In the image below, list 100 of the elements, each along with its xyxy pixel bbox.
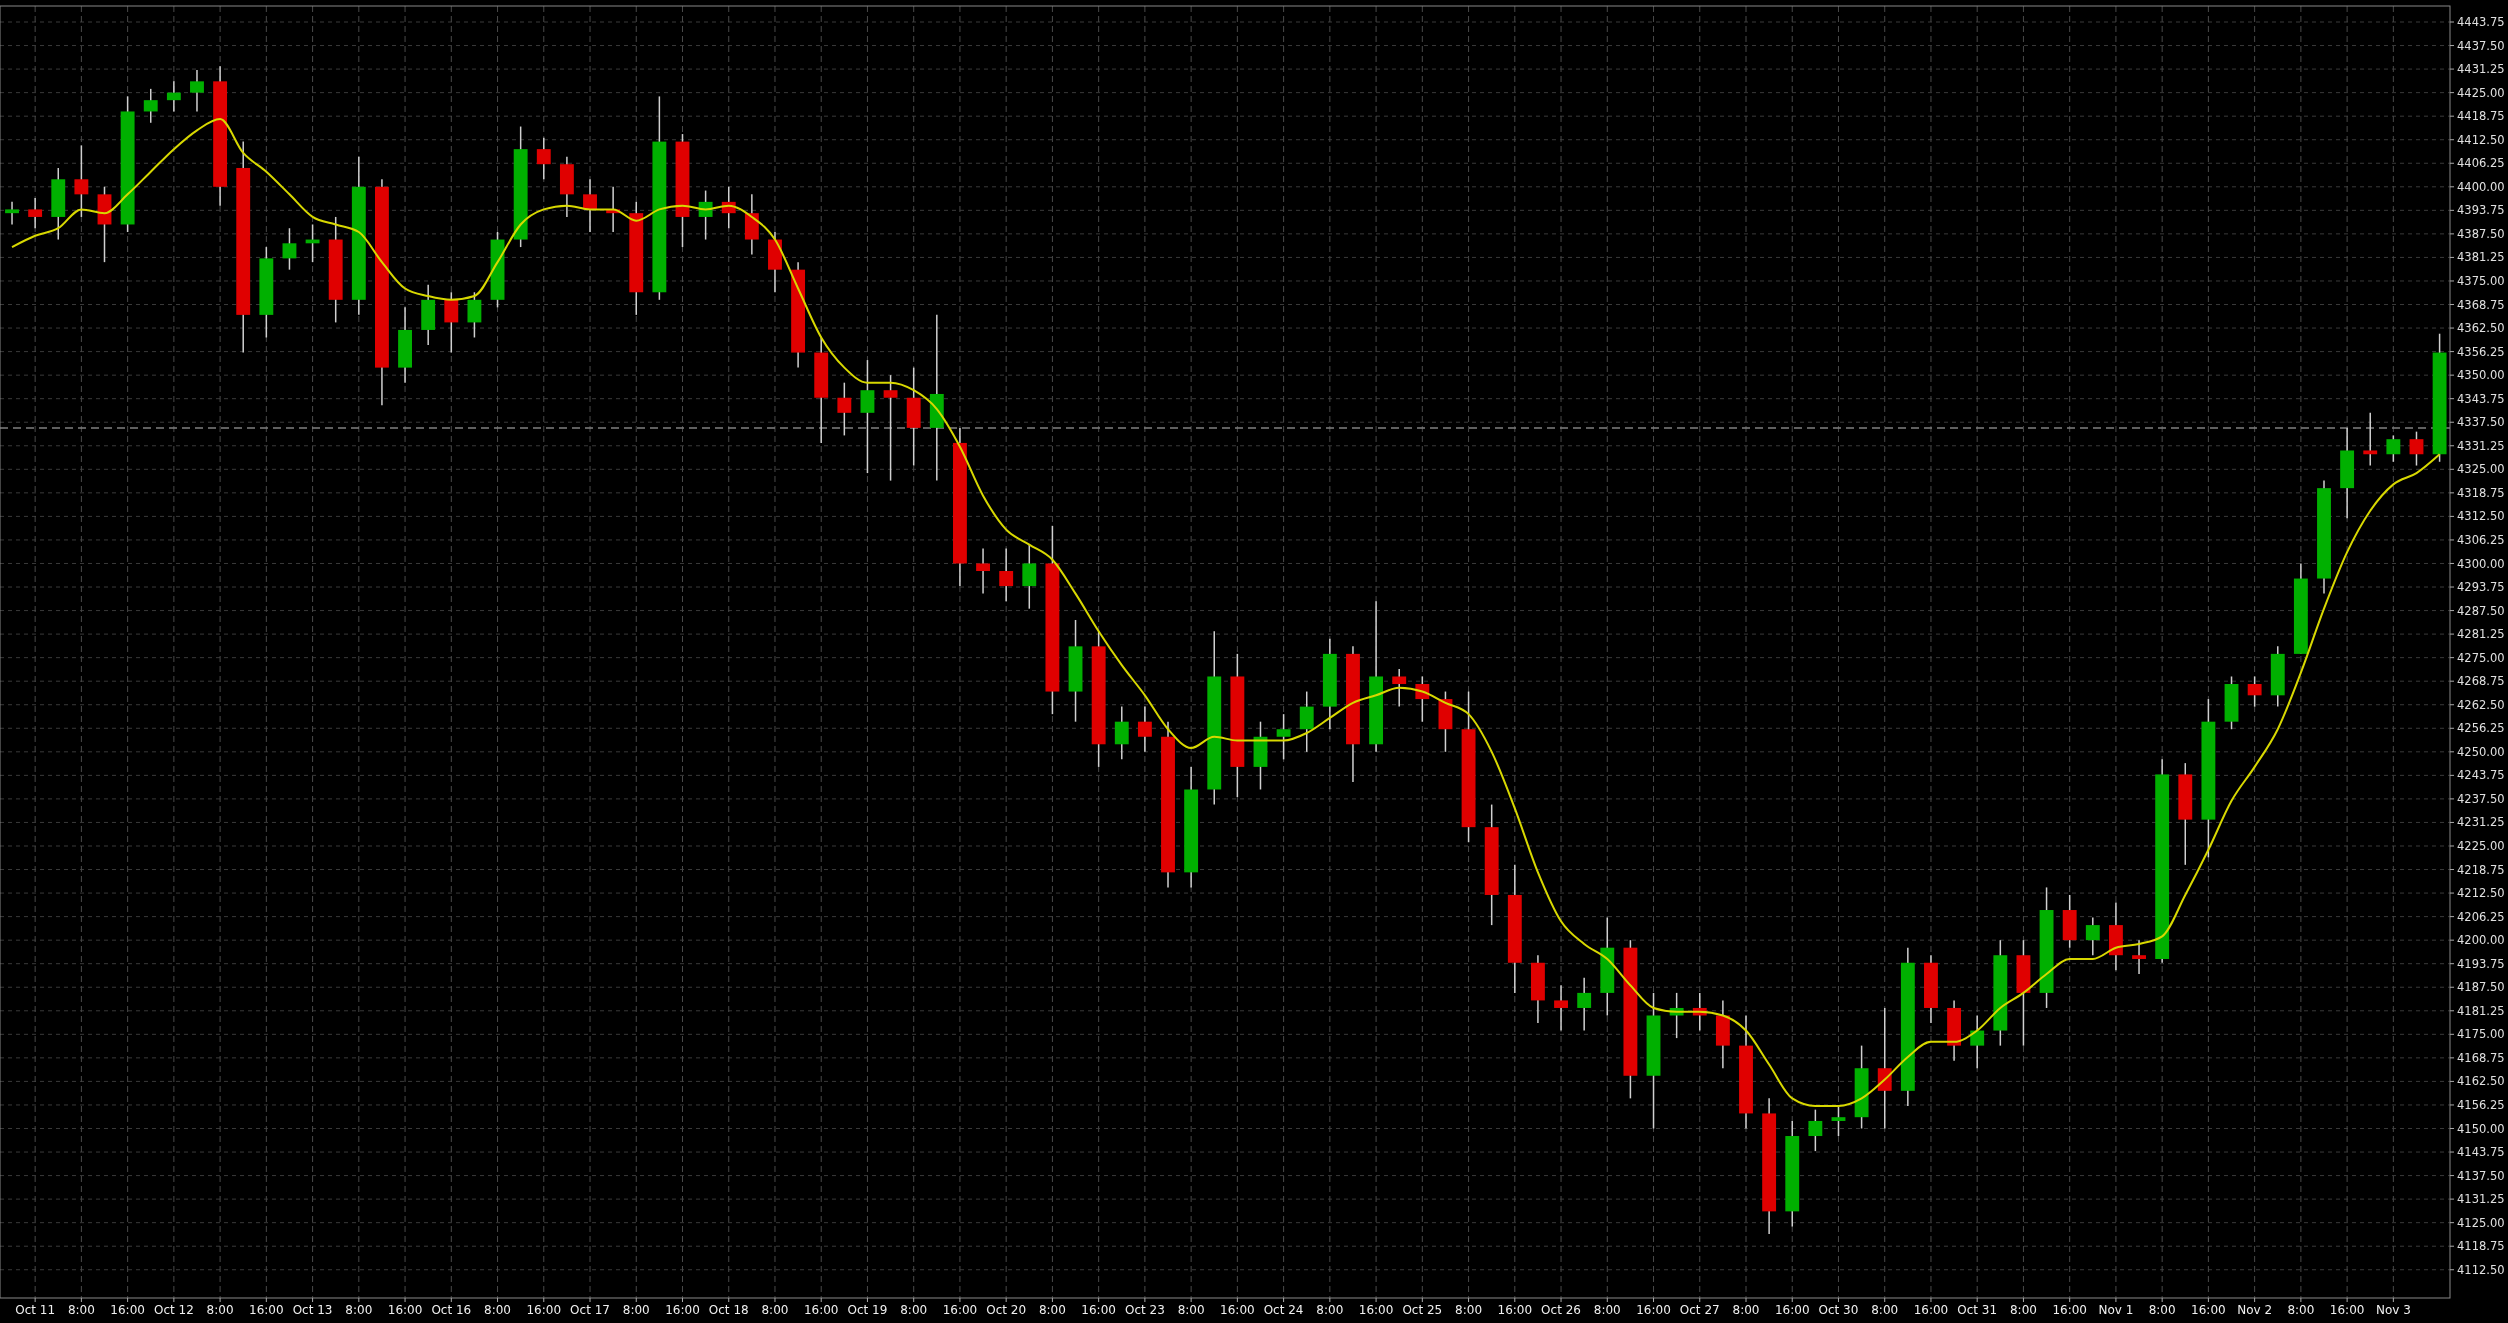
y-tick-label: 4337.50 [2457, 415, 2505, 430]
x-tick-label: 16:00 [1497, 1303, 1533, 1317]
y-tick-label: 4425.00 [2457, 85, 2505, 100]
x-tick-label: 16:00 [1913, 1303, 1949, 1317]
x-tick-label: 8:00 [1455, 1303, 1483, 1317]
y-tick-label: 4206.25 [2457, 909, 2505, 924]
y-tick-label: 4381.25 [2457, 250, 2505, 265]
y-tick-label: 4143.75 [2457, 1145, 2505, 1160]
y-tick-label: 4250.00 [2457, 744, 2505, 759]
x-tick-label: 8:00 [622, 1303, 650, 1317]
y-tick-label: 4356.25 [2457, 344, 2505, 359]
x-tick-label: Oct 25 [1402, 1303, 1443, 1317]
candlestick [536, 137, 551, 181]
x-tick-label: Oct 30 [1818, 1303, 1859, 1317]
candlestick [1808, 1108, 1823, 1152]
x-tick-label: Oct 24 [1263, 1303, 1304, 1317]
y-tick-label: 4406.25 [2457, 156, 2505, 171]
candlestick [2247, 675, 2262, 708]
x-tick-label: Oct 26 [1541, 1303, 1581, 1317]
candlestick [860, 359, 875, 474]
x-tick-label: 8:00 [1871, 1303, 1899, 1317]
x-tick-label: Oct 19 [847, 1303, 888, 1317]
candlestick [1392, 668, 1407, 708]
candlestick [5, 201, 19, 226]
y-tick-label: 4150.00 [2457, 1121, 2505, 1136]
y-tick-label: 4443.75 [2457, 15, 2505, 30]
y-tick-label: 4175.00 [2457, 1027, 2505, 1042]
y-tick-label: 4393.75 [2457, 203, 2505, 218]
y-tick-label: 4318.75 [2457, 485, 2505, 500]
y-tick-label: 4237.50 [2457, 791, 2505, 806]
x-tick-label: Oct 12 [153, 1303, 194, 1317]
y-tick-label: 4325.00 [2457, 462, 2505, 477]
x-tick-label: 8:00 [67, 1303, 95, 1317]
y-tick-label: 4268.75 [2457, 674, 2505, 689]
candlestick [1577, 977, 1592, 1032]
candlestick [1970, 1014, 1985, 1069]
y-tick-label: 4287.50 [2457, 603, 2505, 618]
y-tick-label: 4293.75 [2457, 580, 2505, 595]
candlestick [2085, 916, 2100, 956]
line-series [11, 118, 2441, 1107]
y-tick-label: 4387.50 [2457, 226, 2505, 241]
x-tick-label: Nov 1 [2098, 1303, 2134, 1317]
candlestick [883, 374, 898, 482]
y-tick-label: 4375.00 [2457, 274, 2505, 288]
y-tick-label: 4400.00 [2457, 179, 2505, 194]
candlestick [1554, 984, 1568, 1032]
x-tick-label: Oct 16 [431, 1303, 472, 1317]
candlestick [1276, 713, 1291, 761]
candlestick [166, 80, 181, 113]
y-tick-label: 4431.25 [2457, 62, 2505, 77]
x-tick-label: 16:00 [2329, 1303, 2365, 1317]
y-tick-label: 4137.50 [2457, 1168, 2505, 1183]
y-tick-label: 4243.75 [2457, 768, 2505, 783]
y-tick-label: 4350.00 [2457, 368, 2505, 383]
y-tick-label: 4281.25 [2457, 627, 2505, 642]
y-tick-label: 4256.25 [2457, 721, 2505, 736]
candlestick [1299, 690, 1314, 753]
candlestick [583, 178, 597, 233]
y-tick-label: 4362.50 [2457, 321, 2505, 336]
x-tick-label: Oct 11 [15, 1303, 56, 1317]
x-tick-label: 8:00 [900, 1303, 928, 1317]
x-tick-label: 8:00 [484, 1303, 512, 1317]
candlestick [282, 227, 297, 271]
candlestick [1137, 705, 1152, 753]
x-tick-label: Oct 27 [1679, 1303, 1720, 1317]
x-tick-label: 16:00 [1636, 1303, 1671, 1317]
candlestick [1114, 705, 1129, 761]
candlestick [143, 88, 158, 124]
y-tick-label: 4187.50 [2457, 980, 2505, 995]
x-tick-label: 8:00 [761, 1303, 789, 1317]
x-tick-label: 8:00 [2009, 1303, 2037, 1317]
x-tick-label: 16:00 [387, 1303, 423, 1317]
candlestick [1877, 1007, 1892, 1130]
x-tick-label: Oct 20 [986, 1303, 1027, 1317]
y-tick-label: 4343.75 [2457, 391, 2505, 406]
y-tick-label: 4418.75 [2457, 109, 2505, 124]
y-tick-label: 4125.00 [2457, 1215, 2505, 1230]
x-tick-label: 8:00 [2287, 1303, 2315, 1317]
candlestick [1831, 1105, 1846, 1137]
y-tick-label: 4331.25 [2457, 438, 2505, 453]
x-tick-label: Nov 3 [2375, 1303, 2411, 1317]
x-tick-label: 16:00 [1774, 1303, 1810, 1317]
y-tick-label: 4118.75 [2457, 1239, 2505, 1254]
y-tick-label: 4112.50 [2457, 1262, 2505, 1277]
candlestick [444, 291, 459, 354]
candlestick [190, 69, 204, 113]
candlestick [74, 144, 89, 218]
candlestick [2363, 412, 2378, 467]
x-tick-label: 8:00 [1732, 1303, 1760, 1317]
candlestick [28, 197, 43, 229]
y-tick-label: 4262.50 [2457, 697, 2505, 712]
x-tick-label: 8:00 [1038, 1303, 1066, 1317]
y-tick-label: 4193.75 [2457, 956, 2505, 971]
candlestick [999, 547, 1014, 602]
candlestick [2409, 430, 2424, 467]
x-tick-label: Oct 31 [1957, 1303, 1998, 1317]
x-tick-label: 16:00 [942, 1303, 978, 1317]
y-tick-label: 4412.50 [2457, 132, 2505, 147]
y-tick-label: 4131.25 [2457, 1192, 2505, 1207]
y-tick-label: 4181.25 [2457, 1003, 2505, 1018]
